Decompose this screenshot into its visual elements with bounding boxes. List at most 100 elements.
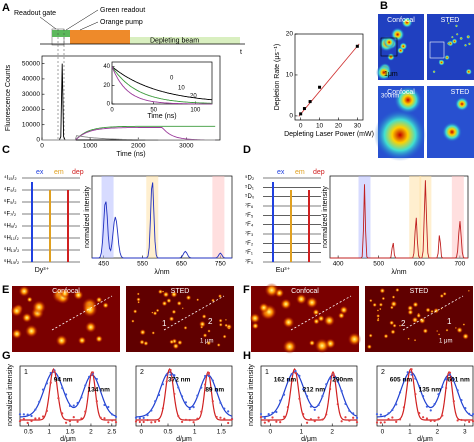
profile-dot — [192, 406, 195, 409]
spot — [401, 16, 413, 28]
spot — [11, 328, 23, 340]
profile-dot — [352, 416, 355, 419]
curve — [111, 66, 213, 105]
width-label: 212 nm — [303, 387, 326, 394]
spot — [139, 339, 145, 345]
spot — [374, 109, 426, 161]
panel-letter: G — [2, 350, 11, 362]
spot — [447, 22, 450, 25]
spot — [437, 333, 441, 336]
scale-label: 1μm — [384, 71, 398, 78]
spot — [162, 291, 170, 298]
width-label: 162 nm — [274, 377, 297, 384]
spot — [282, 339, 297, 354]
profile-dot — [219, 401, 222, 404]
spot — [368, 333, 373, 338]
profile-dot — [305, 395, 309, 398]
spot — [432, 70, 436, 74]
profile-dot — [157, 393, 161, 397]
spot — [372, 302, 377, 308]
spot — [280, 298, 292, 310]
level-label: ⁶H₁₅/₂ — [4, 259, 20, 266]
profile-dot — [38, 417, 41, 420]
plot-frame — [260, 365, 358, 427]
spot — [161, 300, 168, 307]
profile-dot — [146, 418, 149, 422]
profile-dot — [302, 412, 305, 416]
profile-dot — [204, 374, 207, 378]
panel-letter: H — [243, 350, 251, 362]
spot — [466, 34, 471, 39]
ion-label: Eu³⁺ — [276, 267, 291, 274]
profile-dot — [30, 414, 33, 418]
profile-dot — [437, 418, 440, 421]
panel-letter: D — [243, 144, 251, 156]
level-label: ⁵D₀ — [245, 193, 255, 200]
spot — [196, 298, 200, 302]
spot — [347, 332, 362, 346]
spot — [10, 304, 23, 317]
spot — [60, 288, 70, 299]
band — [212, 176, 225, 258]
profile-dot — [429, 409, 432, 412]
profile-dot — [379, 421, 382, 424]
width-label: 134 nm — [88, 387, 111, 394]
level-label: ⁷F₂ — [245, 240, 254, 247]
profile-dot — [99, 389, 102, 392]
profile-dot — [355, 416, 359, 419]
x-axis-label: λ/nm — [391, 269, 406, 276]
profile-dot — [332, 376, 336, 379]
profile-dot — [325, 413, 328, 416]
spot — [185, 294, 192, 301]
spot — [459, 36, 464, 41]
profile-dot — [425, 417, 429, 420]
profile-dot — [150, 421, 153, 424]
x-tick-label: 20 — [335, 123, 343, 130]
y-axis-label: normalized intensity — [248, 364, 255, 426]
profile-dot — [49, 371, 52, 375]
profile-dot — [177, 386, 180, 389]
profile-dot — [76, 420, 79, 423]
band — [419, 176, 432, 258]
profile-dot — [309, 405, 313, 408]
spot — [465, 68, 472, 75]
x-tick-label: 10 — [316, 123, 324, 130]
spot — [32, 300, 46, 315]
profile-dot — [177, 414, 180, 418]
profile-dot — [95, 377, 98, 381]
plot-label: 1 — [24, 369, 28, 376]
plot-frame — [376, 365, 474, 427]
spot — [258, 302, 269, 313]
width-label: 290nm — [332, 377, 353, 384]
x-tick-label: 30 — [354, 123, 362, 130]
profile-dot — [348, 409, 351, 412]
profile-dot — [26, 413, 29, 416]
timing-label: Readout gate — [14, 10, 56, 17]
profile-dot — [64, 393, 68, 396]
plot-label: 1 — [265, 369, 269, 376]
spot — [438, 59, 445, 66]
profile-dot — [114, 415, 118, 418]
x-tick-label: 0 — [268, 429, 272, 436]
x-tick-label: 1 — [408, 429, 412, 436]
spot — [446, 41, 451, 46]
spot — [387, 53, 395, 61]
profile-dot — [340, 389, 343, 393]
y-tick-label: 50000 — [22, 60, 40, 67]
plot-frame — [19, 365, 117, 427]
spot — [390, 329, 396, 335]
zoom-box — [380, 37, 398, 57]
spot — [177, 339, 183, 346]
spot — [439, 293, 444, 299]
spot — [218, 322, 223, 327]
spot — [168, 316, 175, 322]
profile-dot — [88, 375, 91, 378]
spot — [172, 342, 180, 350]
spot — [161, 290, 165, 293]
curve — [261, 367, 357, 421]
image-label: Confocal — [52, 288, 80, 295]
curve-label: 10 — [178, 86, 185, 92]
profile-dot — [387, 412, 390, 415]
level-label: ⁷F₅ — [245, 212, 254, 219]
profile-dot — [196, 394, 199, 397]
